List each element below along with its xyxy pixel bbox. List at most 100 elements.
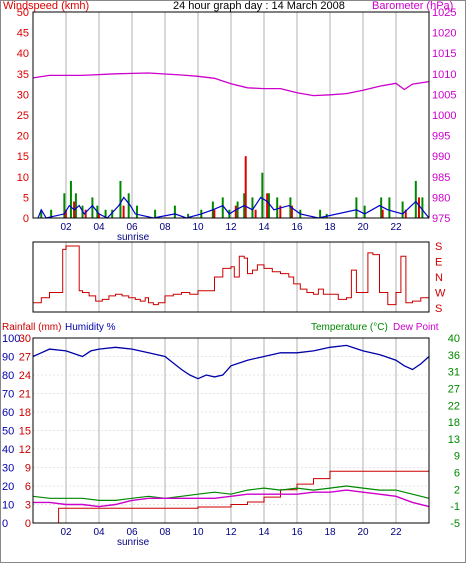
barometer-tick-label: 1015 (432, 48, 456, 60)
barometer-series (32, 72, 430, 97)
windspeed-axis-title: Windspeed (kmh) (3, 0, 89, 12)
compass-tick-label: E (435, 257, 442, 269)
temperature-tick-label: 9 (454, 451, 460, 463)
humidity-tick-label: 100 (2, 333, 20, 345)
panel1-x-tick-labels: 02 04 06 08 10 12 14 16 18 20 22 (60, 222, 402, 233)
windspeed-tick-label: 10 (17, 172, 29, 184)
temperature-axis-title: Temperature (°C) (311, 322, 388, 333)
x-tick-label: 04 (93, 527, 105, 538)
rainfall-tick-label: 24 (19, 370, 31, 382)
panel1-grid (65, 12, 397, 218)
windspeed-tick-label: 5 (23, 192, 29, 204)
x-tick-label: 18 (324, 527, 336, 538)
x-tick-label: 12 (225, 527, 237, 538)
x-tick-label: 20 (357, 527, 369, 538)
windspeed-tick-label: 40 (17, 48, 29, 60)
barometer-axis-title: Barometer (hPa) (372, 0, 453, 12)
x-tick-label: 08 (159, 527, 171, 538)
humidity-tick-label: 90 (2, 352, 14, 364)
dewpoint-series (33, 489, 430, 508)
humidity-tick-label: 80 (2, 370, 14, 382)
rainfall-axis-title: Rainfall (mm) (2, 322, 61, 333)
humidity-tick-labels: 0 10 20 30 40 50 60 70 80 90 100 (2, 333, 20, 530)
windspeed-tick-label: 35 (17, 69, 29, 81)
panel3-x-tick-labels: 02 04 06 08 10 12 14 16 18 20 22 (60, 527, 402, 538)
temperature-tick-label: 40 (448, 333, 460, 345)
temperature-tick-label: 22 (448, 400, 460, 412)
windspeed-tick-label: 20 (17, 131, 29, 143)
humidity-tick-label: 10 (2, 500, 14, 512)
temperature-line (32, 485, 430, 501)
humidity-line (32, 344, 430, 380)
x-tick-label: 16 (291, 527, 303, 538)
dewpoint-axis-title: Dew Point (393, 322, 439, 333)
x-tick-label: 02 (60, 222, 72, 233)
x-tick-label: 22 (390, 527, 402, 538)
barometer-tick-label: 1020 (432, 28, 456, 40)
rainfall-tick-label: 27 (19, 352, 31, 364)
rainfall-tick-label: 15 (19, 426, 31, 438)
windspeed-tick-label: 50 (17, 7, 29, 19)
rainfall-tick-label: 21 (19, 389, 31, 401)
average-wind-line (37, 196, 430, 219)
windspeed-tick-label: 15 (17, 151, 29, 163)
barometer-tick-label: 990 (432, 151, 450, 163)
humidity-tick-label: 50 (2, 426, 14, 438)
windspeed-tick-label: 30 (17, 89, 29, 101)
rainfall-tick-label: 18 (19, 407, 31, 419)
humidity-tick-label: 70 (2, 389, 14, 401)
x-tick-label: 10 (192, 527, 204, 538)
compass-tick-label: W (435, 288, 446, 300)
humidity-tick-label: 40 (2, 444, 14, 456)
temperature-tick-label: 13 (448, 434, 460, 446)
graph-title: 24 hour graph day : 14 March 2008 (173, 0, 345, 12)
temperature-tick-label: 18 (448, 417, 460, 429)
humidity-tick-label: 20 (2, 481, 14, 493)
panel2-grid (65, 242, 397, 312)
windspeed-tick-label: 45 (17, 28, 29, 40)
rainfall-tick-labels: 0 3 6 9 12 15 18 21 24 27 30 (19, 333, 31, 530)
compass-tick-label: S (435, 241, 442, 253)
rainfall-tick-label: 9 (25, 463, 31, 475)
rainfall-tick-label: 30 (19, 333, 31, 345)
barometer-tick-label: 1000 (432, 110, 456, 122)
sunrise-label-lower: sunrise (117, 537, 150, 548)
x-tick-label: 06 (126, 222, 138, 233)
sunrise-label: sunrise (117, 232, 150, 243)
wind-direction-series (33, 245, 430, 306)
humidity-series (32, 344, 430, 380)
x-tick-label: 10 (192, 222, 204, 233)
temperature-tick-label: 36 (448, 350, 460, 362)
temperature-series (32, 485, 430, 501)
barometer-tick-label: 1005 (432, 89, 456, 101)
rainfall-line (33, 470, 430, 524)
rainfall-tick-label: 3 (25, 500, 31, 512)
barometer-tick-labels: 975 980 985 990 995 1000 1005 1010 1015 1020 1025 (432, 7, 456, 225)
average-wind-series (37, 196, 430, 219)
barometer-tick-label: 1025 (432, 7, 456, 19)
temperature-tick-label: -5 (450, 518, 460, 530)
x-tick-label: 20 (357, 222, 369, 233)
x-tick-label: 18 (324, 222, 336, 233)
x-tick-label: 08 (159, 222, 171, 233)
barometer-tick-label: 985 (432, 172, 450, 184)
x-tick-label: 14 (258, 222, 270, 233)
panel2-frame (32, 241, 430, 313)
panel3-frame (32, 337, 430, 524)
temperature-tick-labels: -5 -1 2 6 9 13 18 22 27 31 36 40 (448, 333, 460, 530)
temperature-tick-label: 6 (454, 468, 460, 480)
windspeed-tick-labels: 0 5 10 15 20 25 30 35 40 45 50 (17, 7, 29, 225)
temperature-tick-label: 2 (454, 484, 460, 496)
dewpoint-line (33, 489, 430, 508)
barometer-tick-label: 975 (432, 213, 450, 225)
barometer-tick-label: 980 (432, 192, 450, 204)
temperature-tick-label: 27 (448, 383, 460, 395)
humidity-axis-title: Humidity % (65, 322, 116, 333)
humidity-tick-label: 60 (2, 407, 14, 419)
x-tick-label: 06 (126, 527, 138, 538)
